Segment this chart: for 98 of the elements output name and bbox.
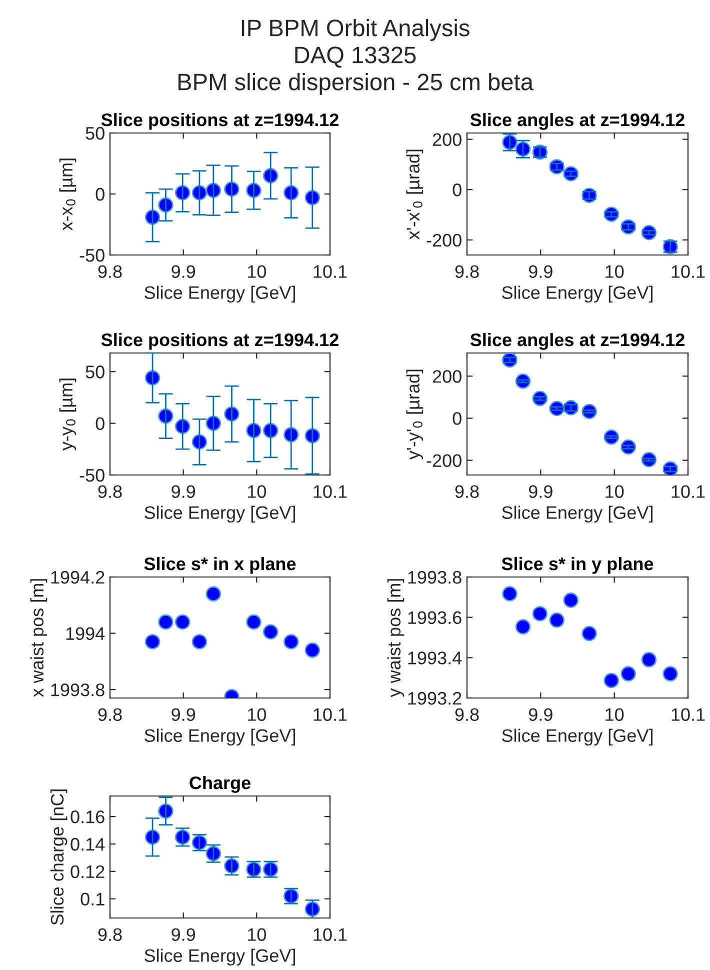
y-tick-label: -200	[426, 454, 462, 467]
point	[144, 210, 160, 225]
y-tick-label: -200	[426, 234, 462, 247]
y-tick-label: 50	[86, 366, 104, 378]
chart-title: Slice s* in x plane	[144, 556, 296, 574]
y-tick-label: -50	[80, 248, 104, 262]
x-tick-label: 9.9	[528, 485, 552, 498]
y-axis-title: y'-y'$_{0}$ [µrad]	[406, 370, 424, 460]
x-tick-label: 9.8	[98, 708, 122, 721]
x-tick-label: 10	[606, 485, 624, 498]
x-tick-label: 9.8	[455, 708, 479, 721]
x-tick-label: 10.1	[314, 485, 347, 498]
point	[641, 652, 657, 668]
x-axis-title: Slice Energy [GeV]	[144, 948, 295, 966]
point	[174, 614, 190, 630]
point	[549, 612, 565, 628]
point	[532, 606, 548, 622]
x-tick-label: 10.1	[314, 265, 347, 278]
x-tick-label: 10	[248, 708, 266, 721]
point	[582, 626, 597, 642]
x-tick-label: 10.1	[672, 265, 705, 278]
x-tick-label: 10.1	[672, 708, 705, 721]
y-tick-label: 1993.8	[408, 570, 462, 584]
x-tick-label: 9.9	[172, 928, 196, 941]
chart-title: Slice angles at z=1994.12	[470, 332, 684, 350]
y-tick-label: 0.12	[70, 865, 104, 878]
point	[206, 586, 222, 602]
point	[246, 614, 262, 630]
text: BPM slice dispersion - 25 cm beta	[178, 72, 534, 96]
x-axis-title: Slice Energy [GeV]	[144, 728, 295, 746]
x-tick-label: 9.9	[172, 708, 196, 721]
y-tick-label: 0.1	[80, 892, 104, 906]
x-tick-label: 10	[606, 265, 624, 278]
y-tick-label: 1993.6	[408, 611, 462, 624]
point	[502, 586, 518, 602]
x-tick-label: 9.8	[455, 485, 479, 498]
y-tick-label: 1994	[66, 627, 105, 640]
y-tick-label: 0.14	[70, 838, 105, 851]
text: IP BPM Orbit Analysis	[242, 18, 470, 42]
point	[304, 642, 320, 658]
y-tick-label: 0	[452, 412, 462, 425]
x-tick-label: 10.1	[672, 485, 705, 498]
point	[515, 619, 531, 634]
x-tick-label: 10.1	[314, 928, 347, 941]
y-tick-label: 1994.2	[51, 570, 104, 584]
x-tick-label: 9.9	[528, 708, 552, 721]
x-tick-label: 9.9	[528, 265, 552, 278]
x-tick-label: 10	[248, 265, 266, 278]
point	[662, 666, 678, 682]
y-tick-label: 0	[96, 188, 104, 201]
y-tick-label: 0	[452, 184, 462, 196]
chart-title: Slice s* in y plane	[502, 556, 654, 574]
x-axis-title: Slice Energy [GeV]	[144, 506, 295, 523]
x-tick-label: 9.8	[98, 928, 122, 941]
y-tick-label: 0.16	[70, 810, 104, 824]
y-axis-title: x waist pos [m]	[30, 579, 48, 697]
point	[144, 370, 160, 386]
point	[192, 434, 208, 450]
y-tick-label: -50	[80, 468, 104, 482]
point	[158, 614, 174, 630]
x-tick-label: 10	[248, 485, 266, 498]
chart-title: Slice positions at z=1994.12	[101, 332, 338, 350]
x-tick-label: 10.1	[314, 708, 347, 721]
y-tick-label: 200	[432, 370, 462, 383]
text: DAQ 13325	[295, 46, 416, 68]
y-axis-title: x-x$_{0}$ [µm]	[59, 158, 76, 230]
x-tick-label: 10	[606, 708, 624, 721]
point	[262, 624, 278, 640]
y-axis-title: y waist pos [m]	[387, 579, 404, 698]
x-tick-label: 10	[248, 928, 266, 941]
point	[192, 185, 208, 200]
y-tick-label: 1993.8	[51, 683, 104, 696]
y-axis-title: y-y$_{0}$ [µm]	[59, 378, 76, 451]
point	[144, 829, 160, 845]
x-tick-label: 9.9	[172, 485, 196, 498]
x-tick-label: 9.9	[172, 265, 196, 278]
x-tick-label: 9.8	[98, 265, 122, 278]
y-tick-label: 200	[432, 133, 462, 146]
x-tick-label: 9.8	[98, 485, 122, 498]
x-axis-title: Slice Energy [GeV]	[502, 286, 652, 303]
point	[144, 634, 160, 650]
chart-title: Charge	[190, 776, 250, 793]
y-axis-title: x'-x'$_{0}$ [µrad]	[406, 150, 424, 240]
point	[283, 634, 299, 650]
x-axis-title: Slice Energy [GeV]	[502, 506, 652, 523]
x-tick-label: 9.8	[455, 265, 479, 278]
point	[192, 634, 208, 650]
point	[620, 666, 636, 682]
chart-title: Slice angles at z=1994.12	[470, 112, 684, 130]
point	[604, 672, 620, 688]
y-axis-title: Slice charge [nC]	[50, 790, 68, 925]
x-axis-title: Slice Energy [GeV]	[144, 286, 295, 303]
y-tick-label: 50	[86, 126, 104, 140]
x-axis-title: Slice Energy [GeV]	[502, 728, 652, 746]
y-tick-label: 1993.4	[408, 652, 462, 664]
y-tick-label: 1993.2	[408, 692, 462, 705]
point	[563, 592, 579, 608]
y-tick-label: 0	[96, 417, 104, 430]
